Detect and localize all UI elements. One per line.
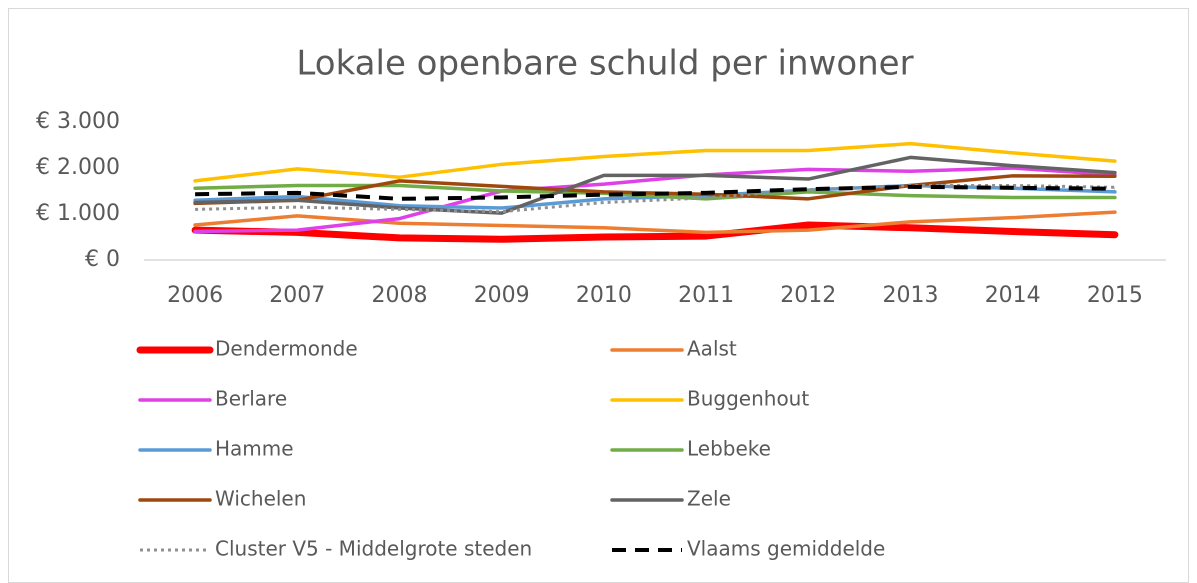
series-line bbox=[195, 184, 1115, 201]
x-tick-label: 2011 bbox=[678, 283, 734, 308]
legend-label: Cluster V5 - Middelgrote steden bbox=[215, 537, 532, 561]
chart-title: Lokale openbare schuld per inwoner bbox=[296, 44, 913, 84]
legend-label: Lebbeke bbox=[687, 437, 771, 461]
series-line bbox=[193, 166, 1117, 234]
legend-label: Berlare bbox=[215, 387, 287, 411]
x-tick-label: 2008 bbox=[372, 283, 428, 308]
legend-label: Buggenhout bbox=[687, 387, 809, 411]
chart-frame bbox=[8, 8, 1189, 583]
legend-label: Aalst bbox=[687, 337, 737, 361]
legend-label: Dendermonde bbox=[215, 337, 358, 361]
legend-label: Vlaams gemiddelde bbox=[687, 537, 885, 561]
legend-label: Wichelen bbox=[215, 487, 306, 511]
series-line bbox=[191, 221, 1119, 243]
series-line bbox=[193, 141, 1117, 183]
legend-label: Zele bbox=[687, 487, 731, 511]
x-tick-label: 2013 bbox=[883, 283, 939, 308]
legend-label: Hamme bbox=[215, 437, 294, 461]
x-tick-label: 2009 bbox=[474, 283, 530, 308]
x-tick-label: 2012 bbox=[780, 283, 836, 308]
y-tick-label: € 2.000 bbox=[36, 155, 120, 180]
x-tick-label: 2006 bbox=[167, 283, 223, 308]
x-tick-label: 2015 bbox=[1087, 283, 1143, 308]
series-line bbox=[193, 155, 1117, 215]
y-tick-label: € 0 bbox=[85, 247, 120, 272]
x-tick-label: 2007 bbox=[269, 283, 325, 308]
y-tick-label: € 3.000 bbox=[36, 109, 120, 134]
series-line bbox=[193, 183, 1117, 201]
x-tick-label: 2010 bbox=[576, 283, 632, 308]
series-line bbox=[193, 210, 1117, 235]
y-tick-label: € 1.000 bbox=[36, 201, 120, 226]
x-tick-label: 2014 bbox=[985, 283, 1041, 308]
